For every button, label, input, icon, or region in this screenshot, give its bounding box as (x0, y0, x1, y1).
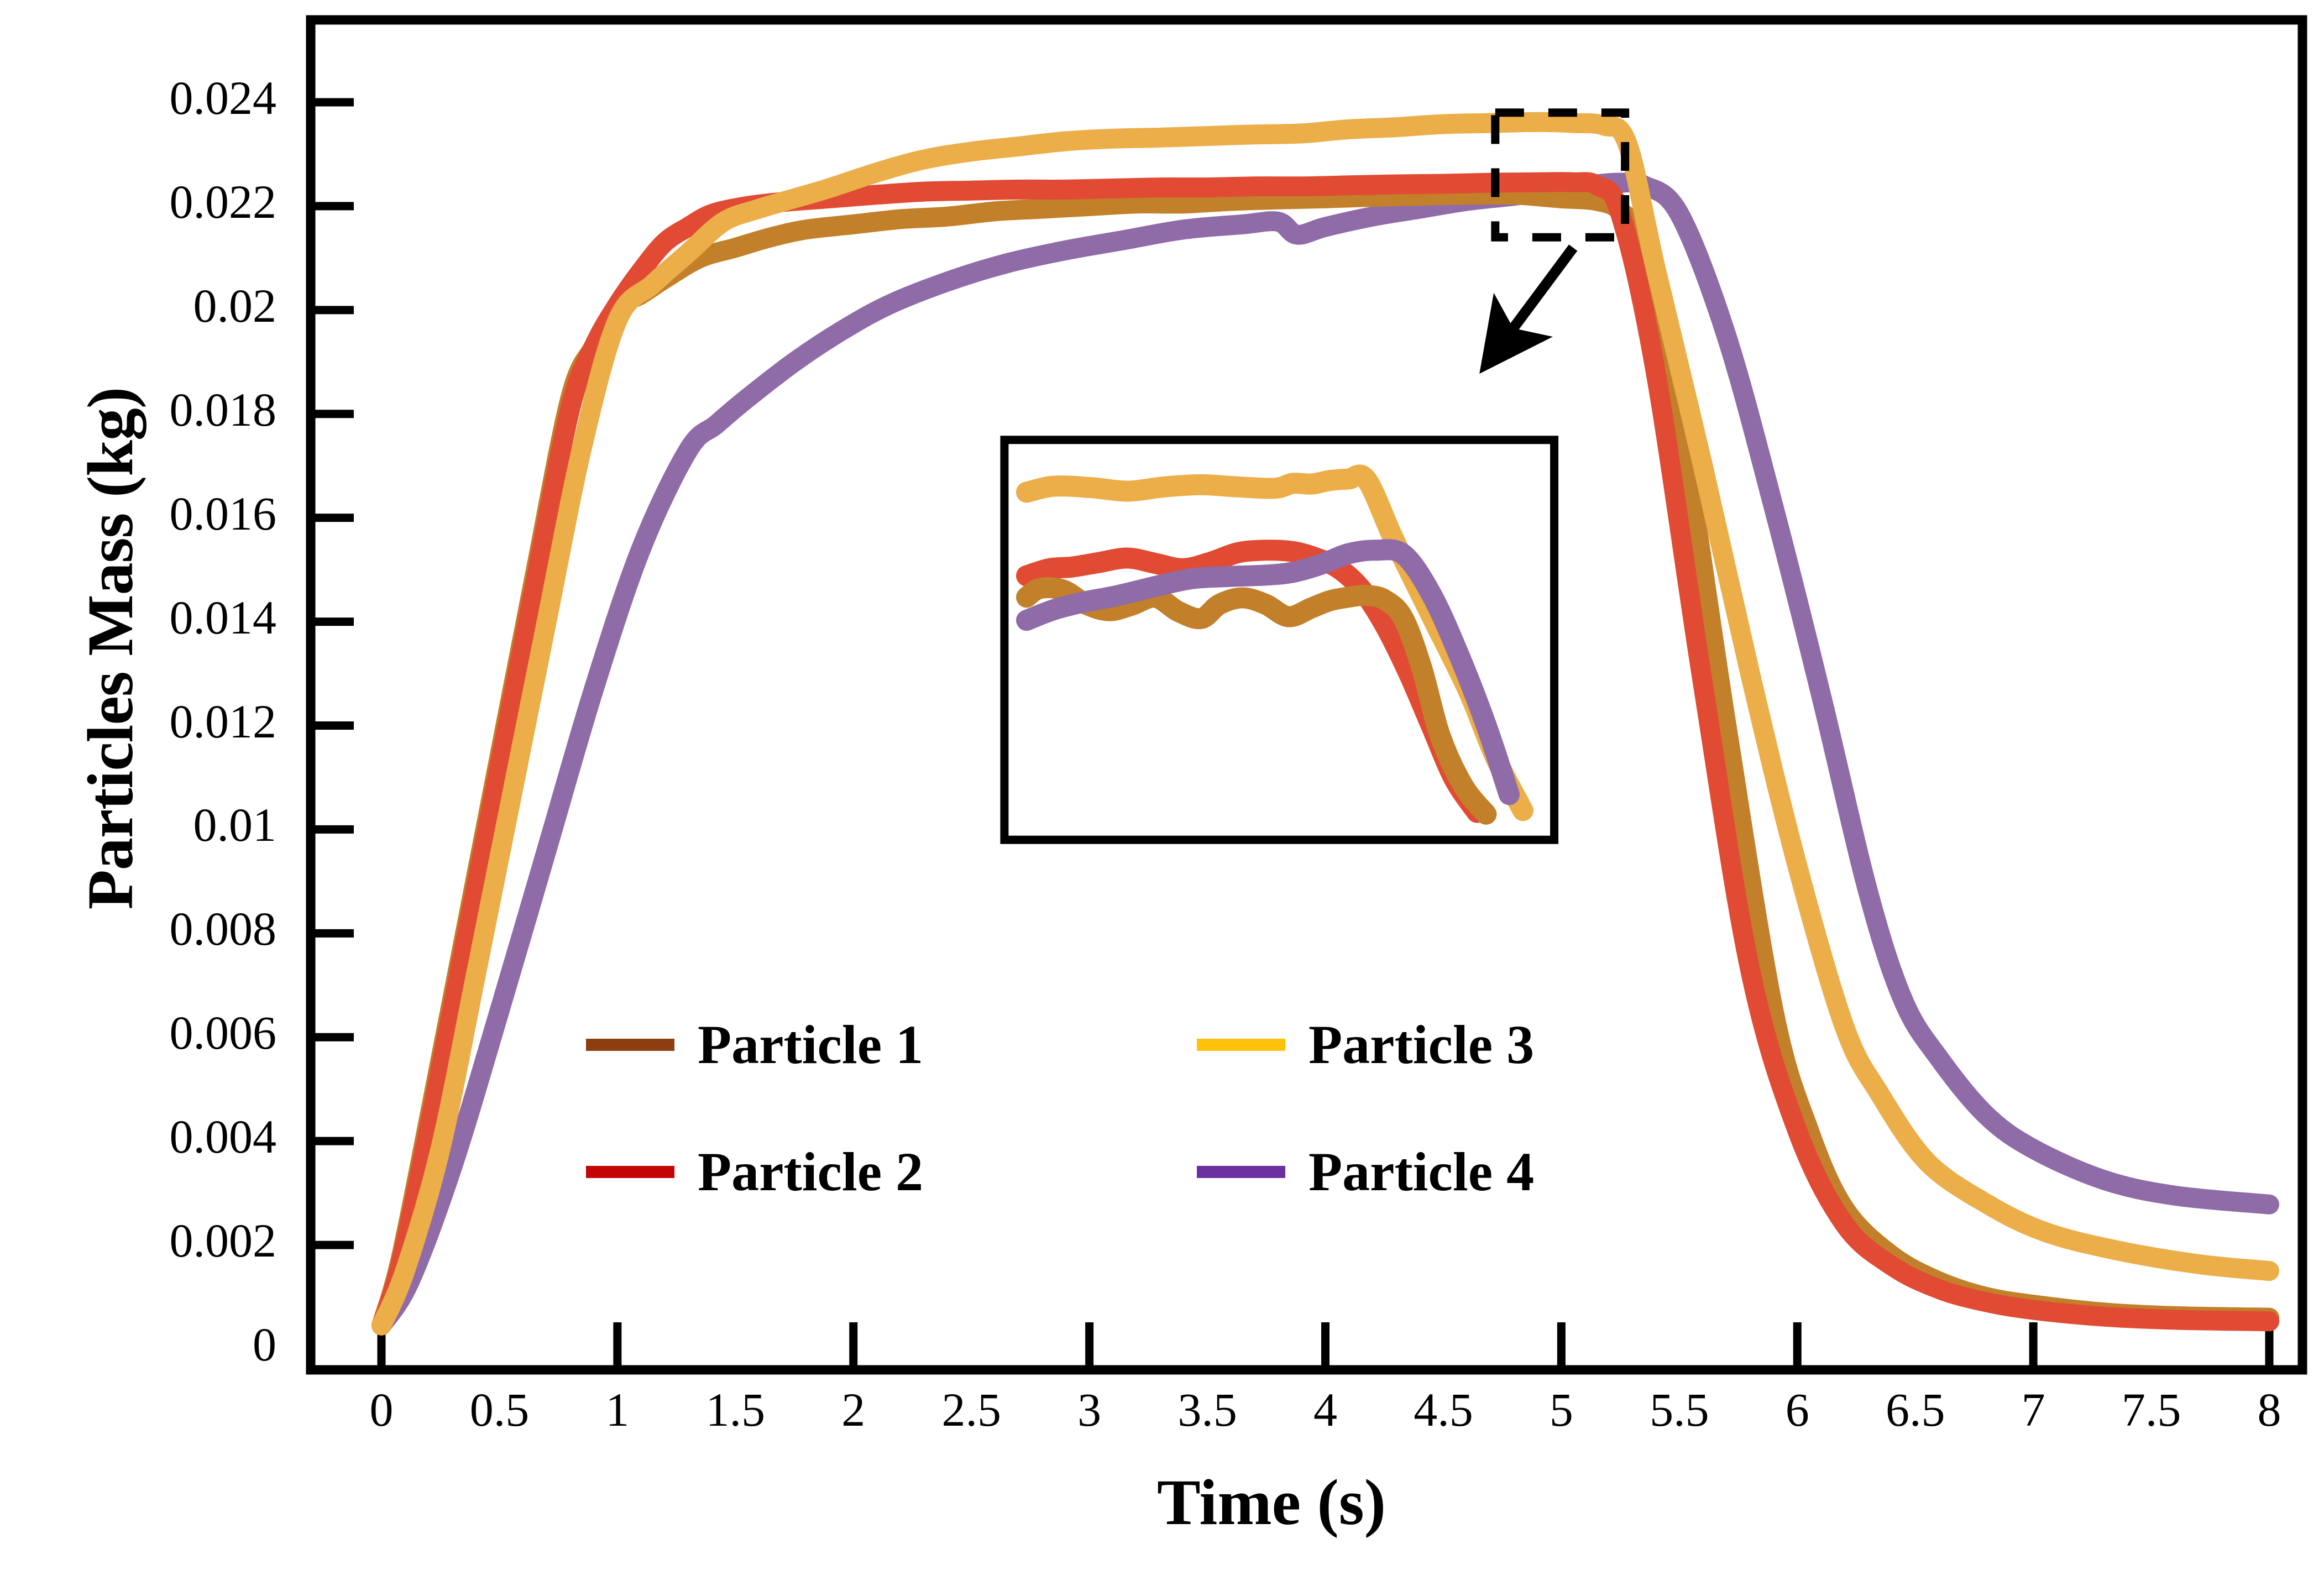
x-tick-label: 7.5 (2121, 1383, 2181, 1436)
callout-arrow-icon (1479, 244, 1578, 374)
y-tick-label: 0.024 (169, 71, 277, 124)
x-tick-label: 0.5 (469, 1383, 530, 1436)
y-tick-label: 0.006 (169, 1006, 277, 1060)
chart-legend: Particle 1 Particle 2 Particle 3 Particl… (586, 1001, 1534, 1205)
plot-frame (306, 15, 2307, 1375)
legend-item-particle-1[interactable]: Particle 1 (586, 1013, 923, 1076)
inset-series-line-particle-4 (1016, 539, 1520, 805)
x-tick-label: 4.5 (1414, 1383, 1473, 1436)
series-line-particle-2 (371, 172, 2279, 1336)
y-tick-label: 0.014 (169, 590, 277, 644)
x-tick-label: 7 (2021, 1383, 2045, 1436)
inset-series-line-particle-1 (1016, 577, 1497, 825)
legend-swatch-particle-4 (1197, 1165, 1285, 1178)
x-tick-label: 5 (1549, 1383, 1573, 1436)
legend-label-particle-3: Particle 3 (1308, 1014, 1535, 1075)
x-tick-label: 0 (369, 1383, 394, 1436)
x-axis-title: Time (s) (1156, 1466, 1386, 1538)
x-tick-label: 6.5 (1885, 1383, 1945, 1436)
legend-label-particle-2: Particle 2 (698, 1141, 924, 1202)
y-tick-label: 0 (253, 1318, 276, 1371)
legend-item-particle-4[interactable]: Particle 4 (1197, 1140, 1534, 1203)
y-tick-label: 0.01 (193, 798, 277, 852)
legend-label-particle-4: Particle 4 (1308, 1141, 1535, 1202)
series-line-particle-4 (371, 172, 2279, 1336)
legend-item-particle-3[interactable]: Particle 3 (1197, 1013, 1534, 1076)
x-tick-label: 5.5 (1650, 1383, 1709, 1436)
x-tick-label: 3.5 (1177, 1383, 1237, 1436)
x-tick-label: 3 (1077, 1383, 1102, 1436)
y-tick-label: 0.018 (169, 383, 277, 436)
inset-series-group (1016, 464, 1533, 825)
inset-series-line-particle-2 (1016, 540, 1488, 823)
x-tick-label: 1.5 (705, 1383, 766, 1436)
y-tick-label: 0.022 (169, 175, 277, 228)
x-tick-label: 2.5 (941, 1383, 1001, 1436)
x-tick-label: 6 (1785, 1383, 1809, 1436)
inset-panel (1000, 436, 1559, 844)
series-line-particle-3 (371, 112, 2279, 1336)
y-tick-label: 0.002 (169, 1214, 277, 1268)
y-tick-label: 0.016 (169, 486, 277, 540)
data-series-group (371, 112, 2279, 1336)
x-tick-label: 8 (2257, 1383, 2281, 1436)
y-tick-label: 0.02 (193, 279, 277, 332)
zoom-region-dashed-box (1491, 108, 1630, 242)
legend-swatch-particle-1 (586, 1038, 674, 1051)
y-tick-label: 0.008 (169, 902, 277, 956)
legend-item-particle-2[interactable]: Particle 2 (586, 1140, 923, 1203)
x-tick-label: 2 (841, 1383, 866, 1436)
y-tick-label: 0.004 (169, 1110, 277, 1164)
x-tick-label: 1 (605, 1383, 630, 1436)
legend-swatch-particle-3 (1197, 1038, 1285, 1051)
legend-label-particle-1: Particle 1 (698, 1014, 924, 1075)
y-tick-label: 0.012 (169, 694, 277, 748)
legend-swatch-particle-2 (586, 1165, 674, 1178)
x-tick-label: 4 (1313, 1383, 1337, 1436)
